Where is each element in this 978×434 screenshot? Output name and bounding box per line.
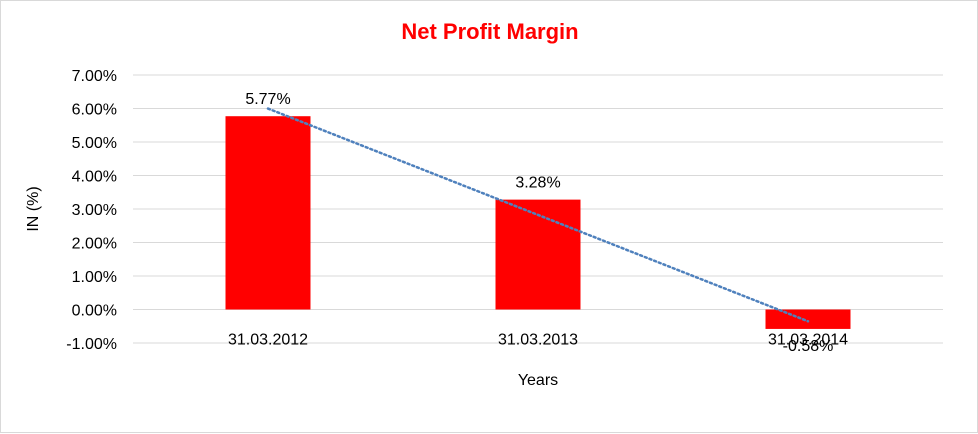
trendline-layer <box>266 107 810 323</box>
y-tick-label: 6.00% <box>72 102 117 119</box>
data-label: 3.28% <box>515 175 560 192</box>
y-tick-label: 7.00% <box>72 68 117 85</box>
x-axis-ticks: 31.03.2012 31.03.2013 31.03.2014 <box>228 332 848 349</box>
y-tick-label: 5.00% <box>72 135 117 152</box>
y-tick-label: 2.00% <box>72 236 117 253</box>
x-tick-label: 31.03.2012 <box>228 332 308 349</box>
data-label: 5.77% <box>245 91 290 108</box>
y-tick-label: 0.00% <box>72 303 117 320</box>
bars <box>225 116 851 329</box>
y-tick-label: 4.00% <box>72 169 117 186</box>
y-tick-label: 3.00% <box>72 202 117 219</box>
y-axis-ticks: -1.00% 0.00% 1.00% 2.00% 3.00% 4.00% 5.00% 6.00… <box>66 68 117 353</box>
chart-title: Net Profit Margin <box>401 19 578 44</box>
y-axis-label: IN (%) <box>25 186 42 231</box>
y-tick-label: 1.00% <box>72 269 117 286</box>
bar-31-03-2014 <box>765 309 851 329</box>
y-tick-label: -1.00% <box>66 336 117 353</box>
data-label: -0.58% <box>783 338 834 355</box>
x-tick-label: 31.03.2014 <box>768 332 848 349</box>
x-axis-label: Years <box>518 372 558 389</box>
bar-31-03-2012 <box>225 116 311 310</box>
trendline <box>266 107 810 323</box>
bar-31-03-2013 <box>495 199 581 310</box>
x-tick-label: 31.03.2013 <box>498 332 578 349</box>
data-labels: 5.77% 3.28% -0.58% <box>245 91 833 355</box>
